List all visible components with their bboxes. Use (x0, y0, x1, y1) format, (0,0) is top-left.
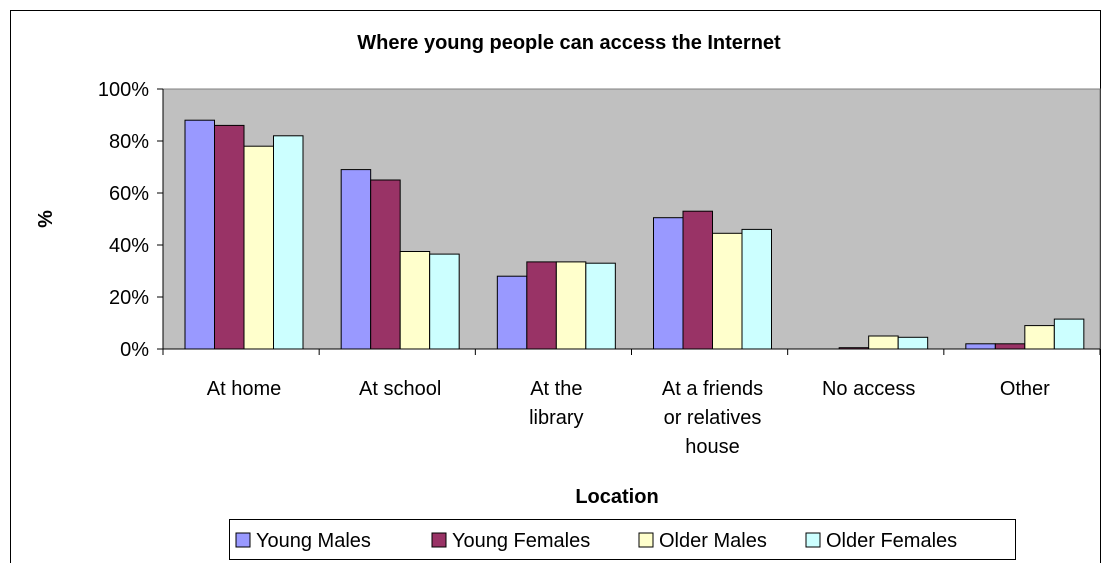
bar (1024, 325, 1055, 350)
legend: Young Males Young Females Older Males Older… (235, 530, 957, 552)
bar (965, 343, 996, 350)
legend-label: Older Females (826, 530, 957, 552)
y-tick-label: 60% (109, 183, 149, 205)
bar (741, 228, 772, 350)
bar (585, 262, 616, 350)
category-label: At school (359, 378, 441, 400)
category-label: At a friends or relatives house (662, 378, 763, 458)
bar (184, 119, 215, 350)
y-tick-labels: 0% 20% 40% 60% 80% 100% (98, 79, 149, 361)
bar (243, 145, 274, 350)
legend-box (229, 519, 1016, 560)
legend-swatch (805, 532, 821, 548)
x-axis-title: Location (575, 486, 658, 508)
y-tick-label: 40% (109, 235, 149, 257)
plot-area (162, 88, 1101, 350)
category-label: At the library (529, 378, 583, 429)
bar (340, 169, 372, 350)
bar (653, 217, 684, 350)
bar (1053, 318, 1085, 350)
bar (429, 253, 460, 350)
y-tick-label: 0% (120, 339, 149, 361)
y-tick-label: 100% (98, 79, 149, 101)
bar (868, 335, 899, 350)
legend-label: Older Males (659, 530, 767, 552)
bar (682, 210, 713, 350)
bar (370, 179, 401, 350)
category-label: At home (207, 378, 281, 400)
legend-label: Young Males (256, 530, 371, 552)
legend-label: Young Females (452, 530, 590, 552)
bar (526, 261, 557, 350)
bar (214, 124, 245, 350)
bar (712, 232, 743, 350)
category-labels: At home At school At the library At a friend… (207, 378, 1050, 458)
axes-group (157, 88, 1101, 355)
y-tick-label: 20% (109, 287, 149, 309)
y-axis-title: % (35, 210, 57, 228)
category-label: No access (822, 378, 915, 400)
bar (399, 251, 431, 350)
chart-title: Where young people can access the Intern… (357, 32, 781, 54)
y-tick-label: 80% (109, 131, 149, 153)
category-label: Other (1000, 378, 1050, 400)
bar (273, 135, 304, 350)
bar (496, 275, 528, 350)
bar (994, 343, 1026, 350)
bar (555, 261, 587, 350)
legend-swatch (235, 532, 251, 548)
legend-swatch (431, 532, 447, 548)
legend-swatch (638, 532, 654, 548)
bar (897, 336, 929, 350)
